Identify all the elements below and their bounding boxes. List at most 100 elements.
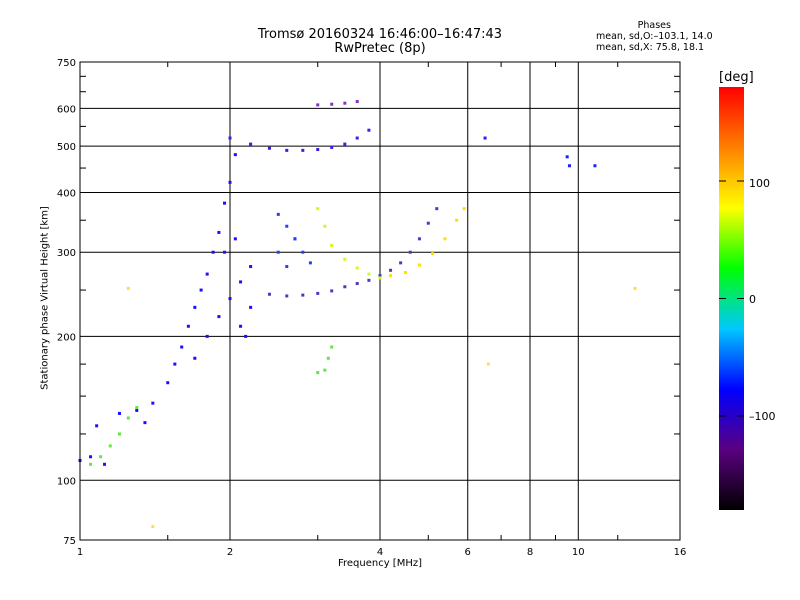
data-point xyxy=(483,136,487,140)
data-point xyxy=(330,145,334,149)
data-point xyxy=(276,212,280,216)
data-point xyxy=(355,266,359,270)
data-point xyxy=(378,274,382,278)
colorbar-tick-label: 0 xyxy=(749,293,756,306)
x-tick-label: 1 xyxy=(77,547,83,558)
y-tick-labels: 75 100 200 300 400 500 600 750 xyxy=(57,58,76,547)
data-point xyxy=(276,250,280,254)
data-point xyxy=(367,128,371,132)
data-point xyxy=(205,272,209,276)
data-point xyxy=(426,221,430,225)
data-point xyxy=(330,345,334,349)
data-point xyxy=(403,271,407,275)
axis-ticks xyxy=(80,62,680,540)
data-point xyxy=(117,411,121,415)
data-point xyxy=(223,250,227,254)
data-point xyxy=(180,345,184,349)
data-point xyxy=(239,324,243,328)
x-tick-label: 16 xyxy=(674,547,687,558)
data-point xyxy=(151,401,155,405)
data-point xyxy=(193,305,197,309)
y-tick-label: 750 xyxy=(57,58,76,69)
data-point xyxy=(223,201,227,205)
x-tick-label: 2 xyxy=(227,547,233,558)
y-tick-label: 600 xyxy=(57,104,76,115)
y-tick-label: 500 xyxy=(57,142,76,153)
data-point xyxy=(249,142,253,146)
data-point xyxy=(399,261,403,265)
data-point xyxy=(330,289,334,293)
data-point xyxy=(244,334,248,338)
x-tick-label: 10 xyxy=(572,547,585,558)
data-point xyxy=(455,218,459,222)
data-point xyxy=(228,180,232,184)
data-point xyxy=(443,237,447,241)
data-point xyxy=(593,164,597,168)
data-point xyxy=(103,462,107,466)
data-point xyxy=(285,148,289,152)
data-point xyxy=(233,153,237,157)
data-point xyxy=(301,148,305,152)
data-point xyxy=(211,250,215,254)
data-point xyxy=(567,164,571,168)
data-point xyxy=(173,362,177,366)
data-point xyxy=(316,103,320,107)
colorbar-tick-label: –100 xyxy=(749,410,776,423)
phase-stats: Phases mean, sd,O:–103.1, 14.0 mean, sd,… xyxy=(596,20,713,53)
data-point xyxy=(239,280,243,284)
data-point xyxy=(389,268,393,272)
data-point xyxy=(355,100,359,104)
data-point xyxy=(233,237,237,241)
data-point xyxy=(343,257,347,261)
colorbar-tick-label: 100 xyxy=(749,177,770,190)
data-point xyxy=(228,136,232,140)
data-point xyxy=(285,265,289,269)
grid-lines xyxy=(80,62,680,540)
data-point xyxy=(249,265,253,269)
data-point xyxy=(343,285,347,289)
y-tick-label: 100 xyxy=(57,476,76,487)
data-point xyxy=(117,432,121,436)
data-point xyxy=(326,356,330,360)
data-point xyxy=(565,155,569,159)
stats-o-mode: mean, sd,O:–103.1, 14.0 xyxy=(596,31,713,42)
data-point xyxy=(199,288,203,292)
chart-title: Tromsø 20160324 16:46:00–16:47:43 xyxy=(257,27,503,42)
data-point xyxy=(316,148,320,152)
data-point xyxy=(316,207,320,211)
data-point xyxy=(135,405,139,409)
data-point xyxy=(89,455,93,459)
x-tick-label: 4 xyxy=(377,547,383,558)
data-point xyxy=(166,381,170,385)
colorbar-ticks xyxy=(719,180,744,417)
data-point xyxy=(462,207,466,211)
data-point xyxy=(285,224,289,228)
data-point xyxy=(330,102,334,106)
data-point xyxy=(435,207,439,211)
stats-heading: Phases xyxy=(637,20,671,31)
chart-subtitle: RwPretec (8p) xyxy=(334,41,426,56)
y-tick-label: 400 xyxy=(57,188,76,199)
data-point xyxy=(343,142,347,146)
stats-x-mode: mean, sd,X: 75.8, 18.1 xyxy=(596,42,705,53)
data-point xyxy=(293,237,297,241)
data-point xyxy=(355,282,359,286)
data-point xyxy=(205,334,209,338)
data-point xyxy=(285,294,289,298)
data-point xyxy=(301,250,305,254)
y-tick-label: 75 xyxy=(63,536,76,547)
data-point xyxy=(99,455,103,459)
data-point xyxy=(417,263,421,267)
data-point xyxy=(135,408,139,412)
data-point xyxy=(143,421,147,425)
data-point xyxy=(151,525,155,529)
data-point xyxy=(367,272,371,276)
data-point xyxy=(316,371,320,375)
data-point xyxy=(217,230,221,234)
data-point xyxy=(367,278,371,282)
data-point xyxy=(323,368,327,372)
x-axis-label: Frequency [MHz] xyxy=(337,558,423,569)
data-point xyxy=(343,101,347,105)
data-point xyxy=(431,252,435,256)
